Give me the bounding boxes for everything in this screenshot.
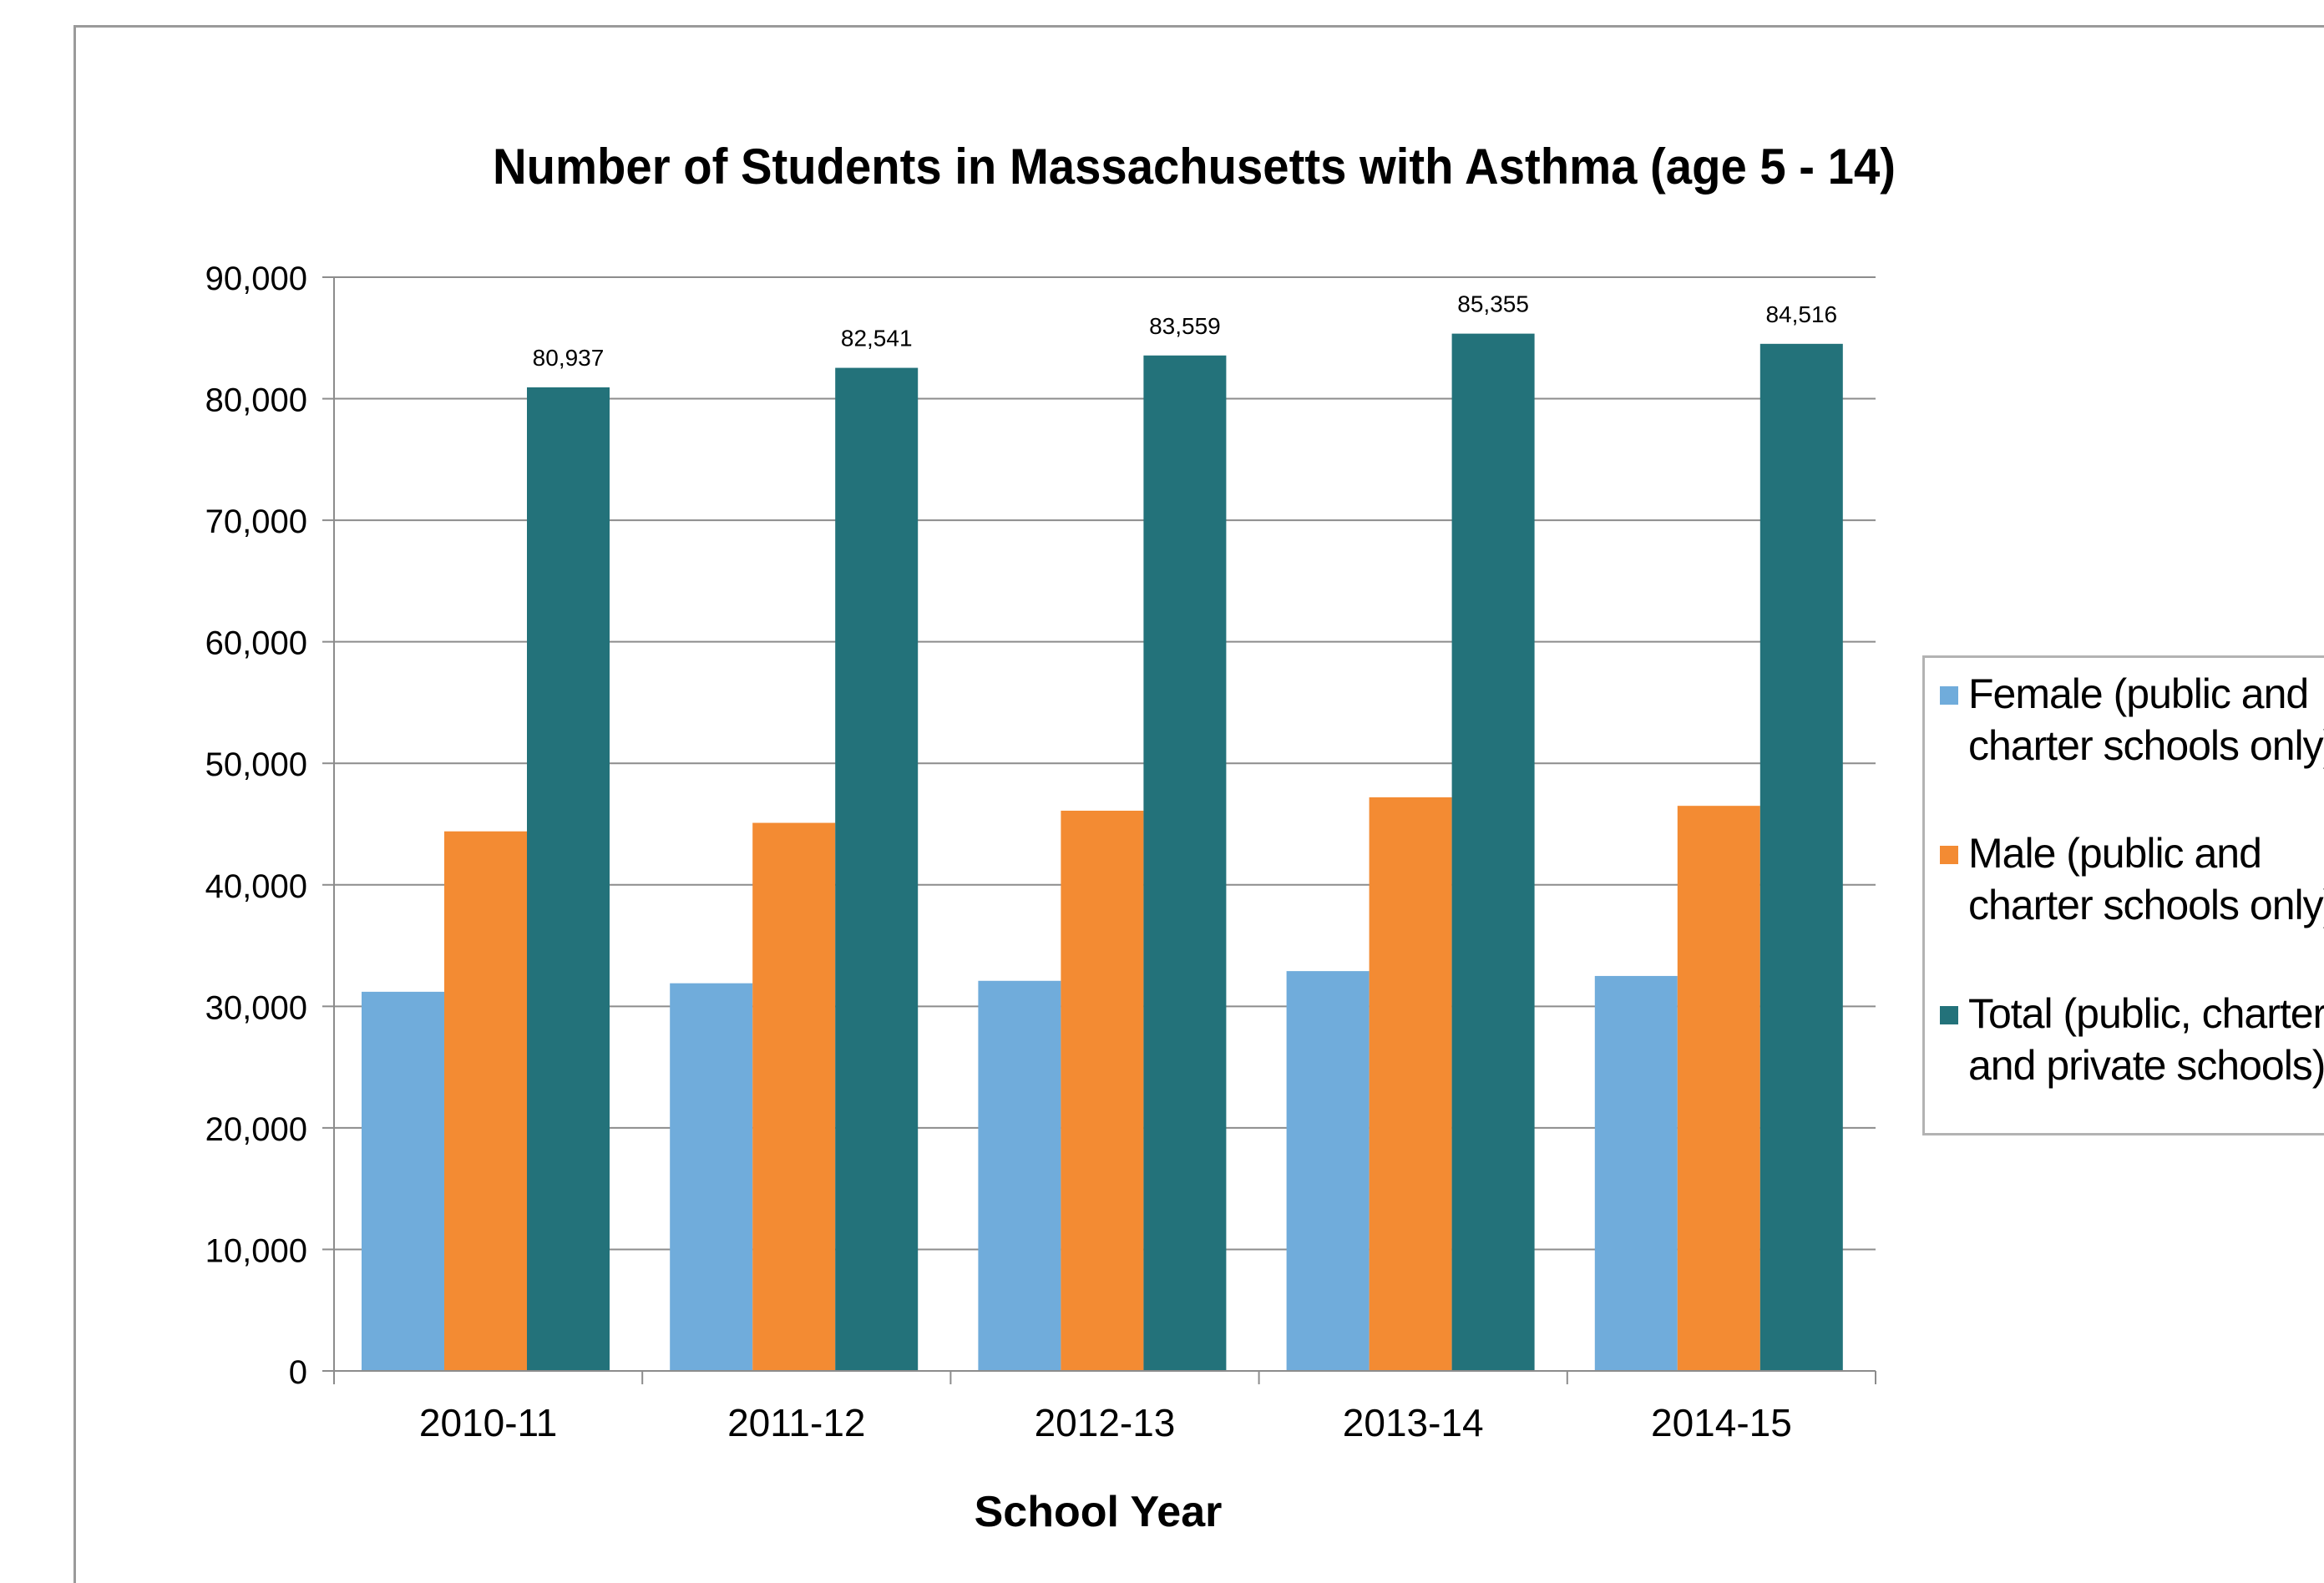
y-tick-label: 10,000 [205,1232,307,1269]
y-tick-label: 80,000 [205,382,307,419]
bar [1594,975,1678,1371]
x-tick-label: 2013-14 [1343,1401,1484,1444]
y-tick-label: 30,000 [205,989,307,1026]
chart-title: Number of Students in Massachusetts with… [493,139,1896,195]
data-label: 82,541 [841,326,913,351]
y-tick-label: 20,000 [205,1111,307,1148]
data-labels: 80,937 82,541 83,559 85,355 84,516 [533,291,1837,371]
bar [362,991,444,1371]
bar [670,983,753,1371]
x-tick-label: 2012-13 [1035,1401,1176,1444]
bar [1677,806,1760,1371]
legend-label-total: Total (public, charter, and private scho… [1968,990,2324,1089]
x-axis-label: School Year [975,1488,1223,1536]
x-tick-label: 2014-15 [1651,1401,1792,1444]
legend-item-total: Total (public, charter, and private scho… [1940,988,2324,1091]
bar [1061,810,1144,1371]
bar [527,387,610,1371]
legend-label-male: Male (public and charter schools only) [1968,830,2324,928]
legend-swatch-total [1940,1006,1958,1024]
y-tick-labels: 0 10,000 20,000 30,000 40,000 50,000 60,000 70,… [205,260,307,1391]
data-label: 80,937 [533,345,605,371]
y-tick-label: 70,000 [205,503,307,540]
legend-item-female: Female (public and charter schools only) [1940,668,2324,771]
y-tick-label: 90,000 [205,260,307,297]
bar [1759,343,1843,1372]
x-tick-label: 2011-12 [727,1401,865,1444]
y-tick-label: 50,000 [205,746,307,783]
data-label: 83,559 [1149,313,1221,339]
legend-label-female: Female (public and charter schools only) [1968,670,2324,769]
legend: Female (public and charter schools only)… [1922,655,2324,1135]
y-tick-label: 0 [289,1354,307,1391]
data-label: 84,516 [1765,301,1837,327]
bar [752,822,836,1371]
bar [835,367,919,1372]
bar [1286,971,1370,1371]
bars [362,333,1843,1372]
y-tick-label: 40,000 [205,868,307,905]
bar [1451,333,1535,1371]
legend-swatch-female [1940,686,1958,705]
legend-item-male: Male (public and charter schools only) [1940,827,2324,931]
bar [1143,355,1227,1371]
bar [978,980,1061,1371]
x-tick-labels: 2010-11 2011-12 2012-13 2013-14 2014-15 [419,1401,1792,1444]
bar [1369,797,1452,1371]
data-label: 85,355 [1457,291,1529,317]
bar [444,831,527,1371]
legend-swatch-male [1940,846,1958,864]
axes [333,277,1876,1384]
chart-area [73,25,2324,1583]
y-tick-label: 60,000 [205,625,307,662]
x-tick-label: 2010-11 [419,1401,557,1444]
